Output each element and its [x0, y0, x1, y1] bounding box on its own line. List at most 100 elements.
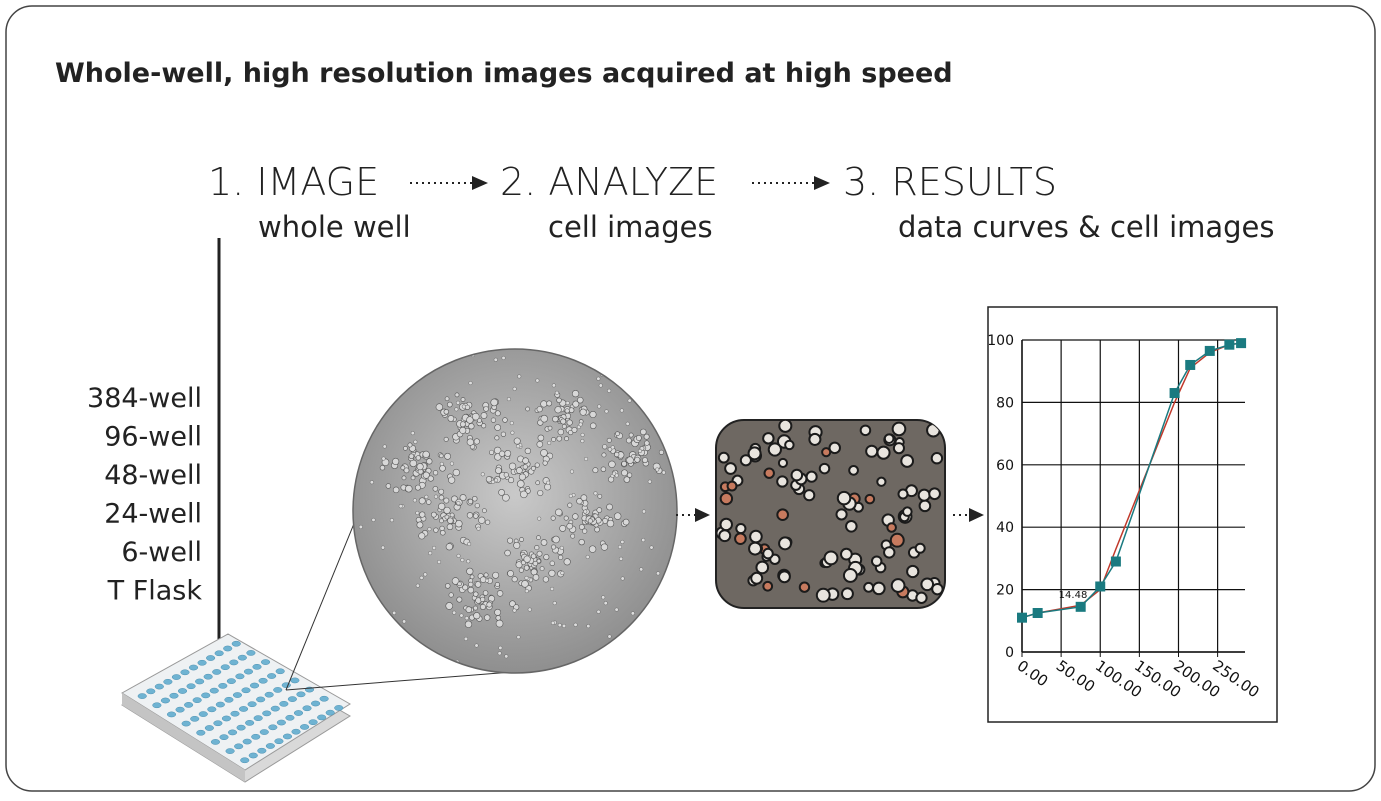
format-label: 24-well: [104, 499, 202, 530]
plate-well: [273, 687, 283, 693]
plate-well: [285, 714, 295, 721]
cell: [578, 422, 583, 427]
cell: [456, 553, 461, 558]
cell: [559, 545, 564, 550]
step-label: 2. ANALYZE: [500, 160, 718, 204]
cell: [597, 404, 602, 409]
cell: [589, 422, 597, 430]
cell: [569, 469, 574, 474]
cell: [465, 606, 473, 613]
cell: [900, 454, 915, 468]
cell: [464, 404, 471, 410]
cell: [468, 381, 473, 386]
cell: [559, 524, 567, 532]
cell: [635, 435, 642, 441]
plate-well: [334, 705, 344, 711]
plate-well: [300, 724, 310, 730]
cell: [520, 490, 528, 499]
cell: [534, 545, 540, 551]
format-label: T Flask: [107, 576, 203, 607]
cell: [398, 504, 403, 509]
plate-well: [177, 688, 188, 694]
cell: [415, 583, 420, 588]
plate-well: [232, 692, 243, 698]
plate-well: [197, 659, 207, 666]
cell: [577, 396, 584, 404]
cell: [461, 404, 466, 409]
cell: [460, 397, 466, 402]
cell: [762, 580, 774, 592]
plate-well: [291, 728, 301, 735]
cell: [564, 408, 570, 414]
cell: [519, 537, 524, 542]
cell: [511, 576, 518, 583]
format-label: 384-well: [87, 383, 202, 414]
cell: [594, 526, 600, 533]
cell: [516, 444, 521, 449]
cell: [821, 447, 832, 458]
plate-top: [121, 633, 351, 771]
cell: [589, 410, 597, 419]
cell: [556, 397, 562, 403]
cell: [508, 462, 517, 470]
cell: [623, 476, 631, 483]
plate-well: [229, 659, 239, 666]
cell: [600, 466, 607, 472]
cell: [503, 472, 509, 478]
cell: [531, 465, 536, 471]
cell: [549, 560, 555, 566]
cell: [415, 455, 421, 461]
cell: [493, 357, 498, 362]
cell: [872, 581, 886, 596]
cell: [784, 439, 795, 451]
cell: [512, 386, 517, 391]
cell: [494, 478, 499, 483]
plate-well: [287, 696, 297, 702]
cell: [440, 529, 446, 536]
whole-well-image: [352, 348, 678, 674]
plate-well: [252, 663, 262, 670]
cell: [578, 524, 585, 530]
plate-well: [257, 747, 267, 754]
cell: [551, 544, 557, 550]
cell: [607, 388, 612, 393]
cell: [536, 550, 543, 557]
plate-well: [282, 733, 293, 740]
cell: [614, 607, 619, 612]
cell: [776, 508, 789, 522]
cell: [446, 523, 454, 531]
y-tick-label: 20: [996, 583, 1014, 599]
cell: [498, 489, 505, 496]
cell: [464, 620, 473, 628]
cell: [479, 603, 486, 610]
cell: [382, 444, 387, 449]
cell: [516, 480, 525, 488]
cell: [798, 581, 811, 593]
cell: [552, 415, 559, 423]
cell: [649, 545, 654, 550]
plate-well: [293, 710, 304, 716]
cell: [443, 497, 450, 504]
cell: [498, 645, 503, 650]
plate-well: [235, 673, 245, 680]
cell: [778, 536, 792, 551]
cell: [494, 410, 501, 417]
plate-well: [188, 664, 199, 671]
arrow-head: [814, 176, 830, 190]
cell: [580, 438, 585, 444]
cell: [583, 509, 588, 514]
cell: [563, 558, 571, 566]
cell: [550, 515, 556, 521]
cell: [480, 596, 486, 602]
cell: [508, 477, 515, 484]
cell: [886, 522, 897, 533]
cell: [381, 456, 386, 461]
cell: [734, 532, 747, 545]
cell: [437, 559, 442, 565]
plate-well: [169, 692, 179, 699]
cell: [419, 575, 424, 580]
cell: [540, 539, 548, 546]
cell: [426, 499, 432, 505]
cell: [513, 541, 521, 549]
cell: [438, 502, 446, 510]
